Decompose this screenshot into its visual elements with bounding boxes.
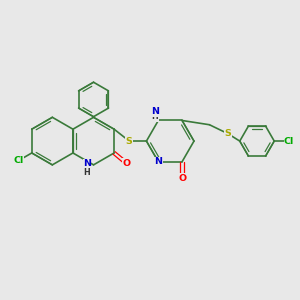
Text: Cl: Cl [13,156,23,165]
Text: O: O [178,173,186,182]
Text: S: S [224,129,231,138]
Text: H: H [84,168,90,177]
Text: N: N [151,107,159,116]
Text: S: S [126,136,133,146]
Text: H: H [152,112,158,122]
Text: O: O [122,159,131,168]
Text: N: N [154,157,162,166]
Text: N: N [83,159,91,168]
Text: Cl: Cl [284,136,294,146]
